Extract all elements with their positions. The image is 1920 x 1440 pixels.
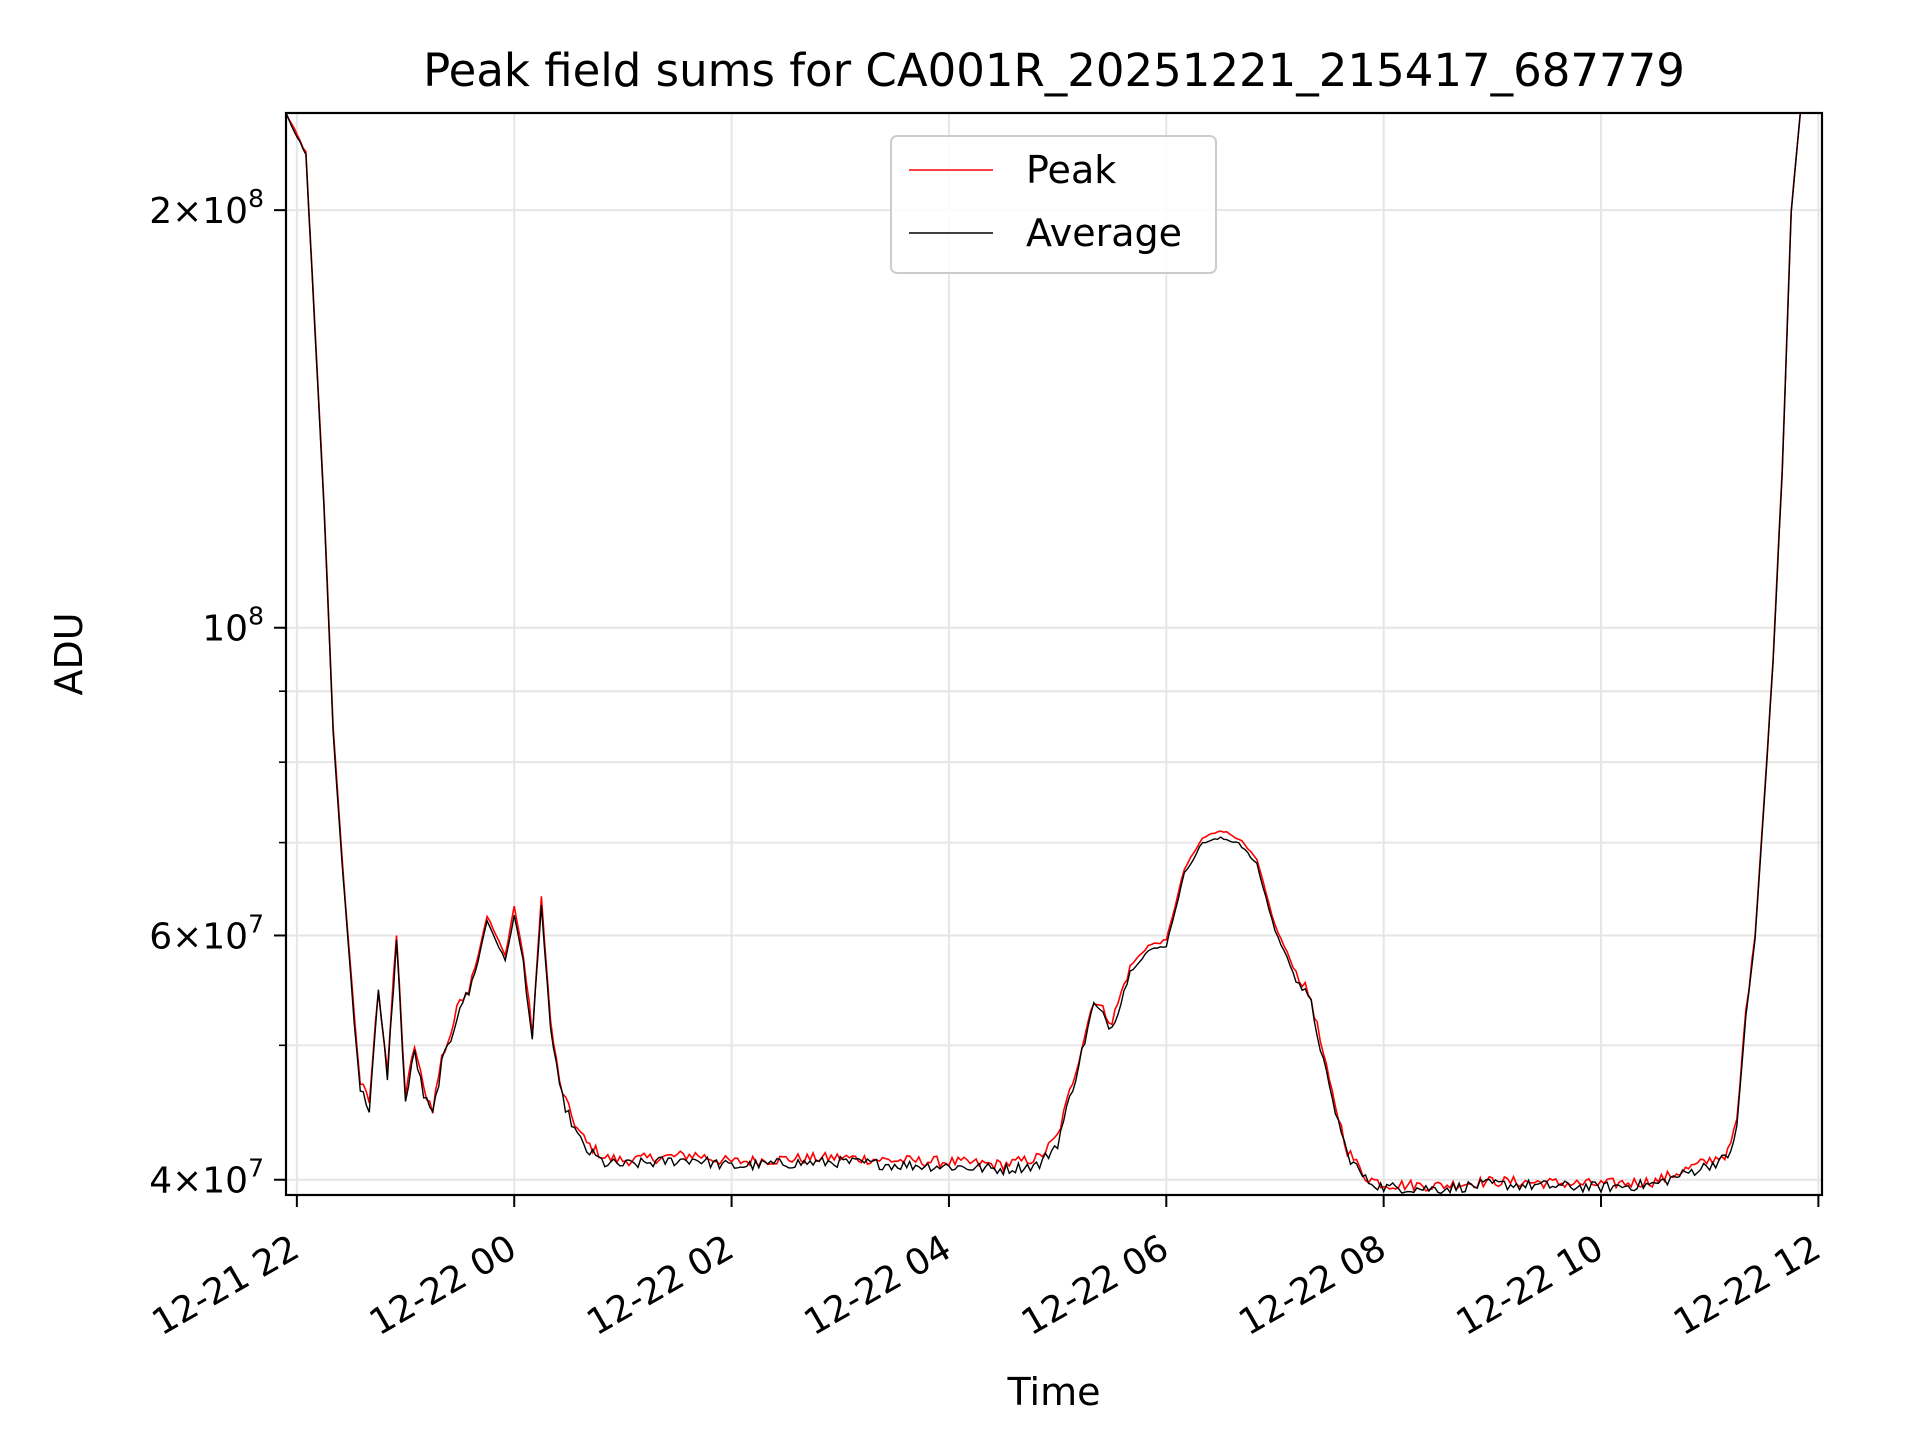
axes-frame — [284, 111, 1824, 1197]
chart-title: Peak field sums for CA001R_20251221_2154… — [423, 44, 1685, 97]
series-lines — [286, 113, 1802, 1195]
y-axis-ticks: 4×107 6×107 108 2×108 — [149, 184, 286, 1202]
grid — [286, 113, 1822, 1195]
legend-label-average: Average — [1026, 211, 1182, 255]
y-tick-label: 108 — [202, 602, 264, 650]
y-tick-label: 6×107 — [149, 909, 264, 957]
series-line-average — [286, 113, 1801, 1195]
y-tick-label: 4×107 — [149, 1154, 264, 1202]
legend: Peak Average — [890, 135, 1217, 274]
y-axis-label: ADU — [47, 612, 91, 695]
y-tick-label: 2×108 — [149, 184, 264, 232]
x-axis-label: Time — [1007, 1370, 1101, 1414]
legend-label-peak: Peak — [1026, 148, 1116, 192]
